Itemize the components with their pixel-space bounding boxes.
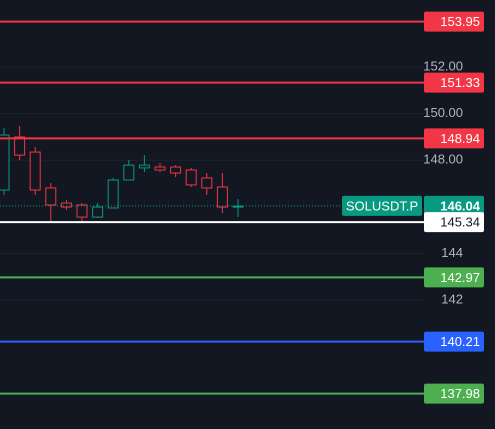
candle-body xyxy=(14,136,26,156)
candle-body xyxy=(123,164,135,181)
symbol-label: SOLUSDT.P xyxy=(346,198,418,213)
y-tick-label: 144 xyxy=(441,245,463,260)
price-label-box xyxy=(424,212,484,233)
price-label-box xyxy=(424,11,484,32)
candle-body xyxy=(0,134,10,191)
price-label-box xyxy=(424,128,484,149)
price-label: 148.94 xyxy=(440,131,480,146)
candle-body xyxy=(201,177,213,189)
y-tick-label: 148.00 xyxy=(423,152,463,167)
price-label: 145.34 xyxy=(440,215,480,230)
candle-body xyxy=(107,179,119,209)
candle-body xyxy=(29,151,41,191)
price-label: 142.97 xyxy=(440,270,480,285)
price-label: 151.33 xyxy=(440,75,480,90)
candle-body xyxy=(138,164,150,169)
symbol-box xyxy=(342,195,422,216)
price-label: 153.95 xyxy=(440,14,480,29)
price-label-box xyxy=(424,331,484,352)
candle-body xyxy=(154,166,166,171)
candle-body xyxy=(60,202,72,208)
price-label-box xyxy=(424,267,484,288)
price-label-box xyxy=(424,383,484,404)
candle-body xyxy=(92,206,104,218)
last-price-label: 146.04 xyxy=(440,198,481,213)
candle-body xyxy=(170,166,182,174)
candle-body xyxy=(76,204,88,218)
y-tick-label: 152.00 xyxy=(423,59,463,74)
price-label: 140.21 xyxy=(440,334,480,349)
y-tick-label: 150.00 xyxy=(423,105,463,120)
candle-body xyxy=(45,187,57,206)
price-label: 137.98 xyxy=(440,386,480,401)
candle-body xyxy=(185,169,197,186)
price-label-box xyxy=(424,72,484,93)
y-tick-label: 142 xyxy=(441,291,463,306)
candle-body xyxy=(216,186,228,208)
